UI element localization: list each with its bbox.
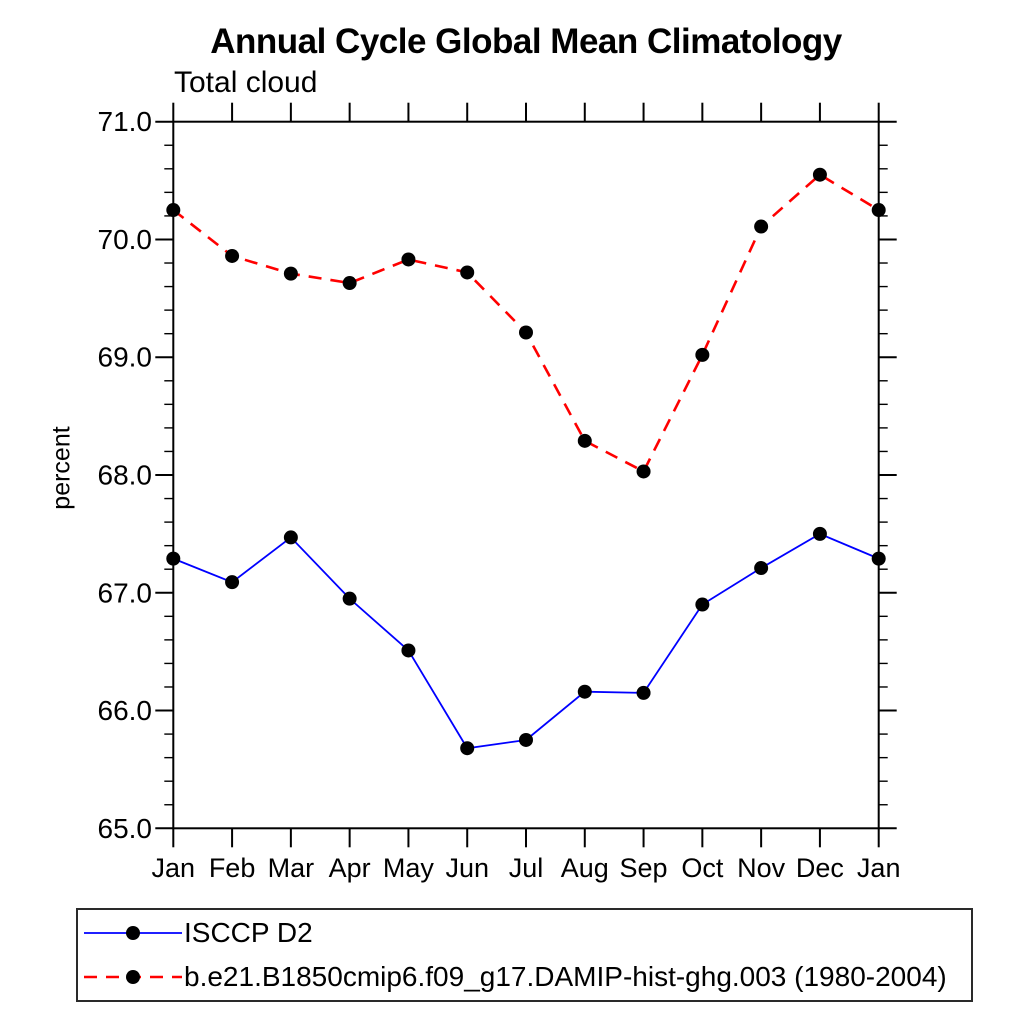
y-tick-labels: 65.0 66.0 67.0 68.0 69.0 70.0 71.0 xyxy=(98,106,153,844)
y-tick-label: 68.0 xyxy=(98,460,153,491)
x-tick-label: Apr xyxy=(329,853,371,883)
data-point-marker xyxy=(225,575,240,590)
chart-subtitle: Total cloud xyxy=(174,66,318,99)
y-tick-label: 67.0 xyxy=(98,577,153,608)
axis-ticks xyxy=(155,102,897,848)
data-point-marker xyxy=(754,219,769,234)
x-tick-labels: Jan Feb Mar Apr May Jun Jul Aug Sep Oct Nov Dec Jan xyxy=(152,853,901,883)
data-point-marker xyxy=(754,561,769,576)
series-line-1 xyxy=(172,173,880,474)
chart-title: Annual Cycle Global Mean Climatology xyxy=(210,22,842,61)
x-tick-label: Feb xyxy=(209,853,256,883)
data-point-marker xyxy=(577,433,592,448)
data-point-marker xyxy=(871,203,886,218)
x-tick-label: Jul xyxy=(509,853,544,883)
series-markers-1 xyxy=(166,167,886,479)
data-point-marker xyxy=(342,591,357,606)
legend-label: b.e21.B1850cmip6.f09_g17.DAMIP-hist-ghg.… xyxy=(184,961,947,992)
data-point-marker xyxy=(166,203,181,218)
data-point-marker xyxy=(283,266,298,281)
x-tick-label: Jan xyxy=(857,853,901,883)
data-point-marker xyxy=(342,276,357,291)
x-tick-label: Oct xyxy=(681,853,724,883)
data-point-marker xyxy=(871,551,886,566)
legend-marker-icon xyxy=(126,970,140,984)
x-tick-label: Jan xyxy=(152,853,196,883)
data-point-marker xyxy=(695,347,710,362)
legend-label: ISCCP D2 xyxy=(184,917,313,948)
series-markers-0 xyxy=(166,526,886,756)
data-point-marker xyxy=(460,741,475,756)
data-point-marker xyxy=(166,551,181,566)
legend-line-sample-0 xyxy=(84,926,182,940)
y-tick-label: 69.0 xyxy=(98,342,153,373)
legend-item-1: b.e21.B1850cmip6.f09_g17.DAMIP-hist-ghg.… xyxy=(82,956,971,998)
x-tick-label: Aug xyxy=(561,853,609,883)
data-point-marker xyxy=(401,252,416,267)
data-point-marker xyxy=(283,530,298,545)
x-tick-label: Dec xyxy=(796,853,844,883)
legend-marker-icon xyxy=(126,926,140,940)
legend-line-sample-1 xyxy=(84,970,182,984)
x-tick-label: Mar xyxy=(268,853,315,883)
x-tick-label: Jun xyxy=(445,853,489,883)
data-point-marker xyxy=(460,265,475,280)
series-line-0 xyxy=(172,532,880,750)
data-point-marker xyxy=(577,684,592,699)
data-point-marker xyxy=(695,597,710,612)
y-tick-label: 65.0 xyxy=(98,813,153,844)
data-point-marker xyxy=(812,526,827,541)
y-tick-label: 70.0 xyxy=(98,224,153,255)
legend-item-0: ISCCP D2 xyxy=(82,912,971,954)
data-point-marker xyxy=(636,685,651,700)
legend-box: ISCCP D2 b.e21.B1850cmip6.f09_g17.DAMIP-h… xyxy=(76,908,973,1002)
x-tick-label: Nov xyxy=(737,853,786,883)
data-point-marker xyxy=(519,325,533,340)
plot-frame xyxy=(172,120,880,830)
data-point-marker xyxy=(636,464,651,479)
data-point-marker xyxy=(812,167,827,182)
data-point-marker xyxy=(225,248,240,263)
x-tick-label: Sep xyxy=(620,853,668,883)
y-tick-label: 71.0 xyxy=(98,106,153,137)
y-tick-label: 66.0 xyxy=(98,695,153,726)
data-point-marker xyxy=(519,732,533,747)
data-point-marker xyxy=(401,643,416,658)
x-tick-label: May xyxy=(383,853,435,883)
